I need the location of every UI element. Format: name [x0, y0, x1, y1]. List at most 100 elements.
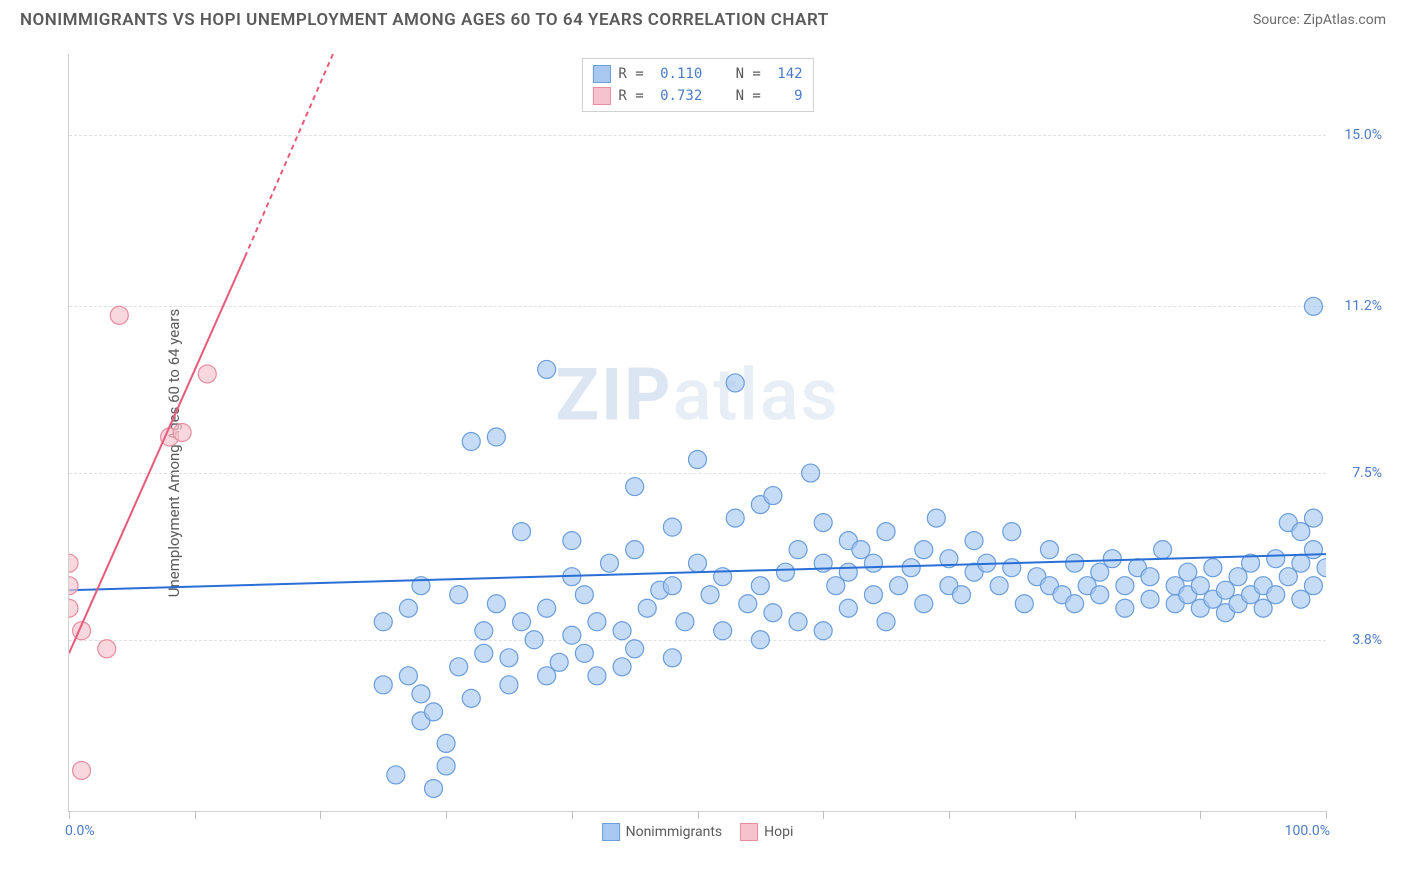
data-point — [550, 653, 568, 671]
data-point — [563, 626, 581, 644]
data-point — [915, 541, 933, 559]
x-tick — [823, 811, 824, 819]
legend-stat-row: R = 0.732 N = 9 — [592, 85, 802, 107]
x-tick — [446, 811, 447, 819]
data-point — [814, 622, 832, 640]
data-point — [902, 559, 920, 577]
x-tick — [320, 811, 321, 819]
data-point — [701, 586, 719, 604]
data-point — [475, 644, 493, 662]
legend-n-value: 9 — [777, 88, 802, 104]
data-point — [437, 757, 455, 775]
data-point — [915, 595, 933, 613]
legend-item: Hopi — [740, 823, 793, 841]
x-tick — [1326, 811, 1327, 819]
data-point — [814, 514, 832, 532]
data-point — [437, 734, 455, 752]
data-point — [689, 554, 707, 572]
legend-r-label: R = — [618, 66, 652, 82]
y-tick-label: 7.5% — [1352, 465, 1382, 481]
data-point — [1141, 590, 1159, 608]
data-point — [1317, 559, 1326, 577]
data-point — [990, 577, 1008, 595]
data-point — [864, 586, 882, 604]
data-point — [663, 518, 681, 536]
data-point — [1116, 577, 1134, 595]
data-point — [487, 428, 505, 446]
data-point — [374, 676, 392, 694]
data-point — [739, 595, 757, 613]
legend-swatch — [592, 87, 610, 105]
data-point — [374, 613, 392, 631]
data-point — [1267, 550, 1285, 568]
data-point — [538, 599, 556, 617]
data-point — [839, 563, 857, 581]
x-tick — [572, 811, 573, 819]
data-point — [98, 640, 116, 658]
legend-series: Nonimmigrants Hopi — [602, 823, 794, 841]
x-tick — [949, 811, 950, 819]
data-point — [751, 577, 769, 595]
data-point — [927, 509, 945, 527]
data-point — [563, 532, 581, 550]
data-point — [1103, 550, 1121, 568]
data-point — [1304, 541, 1322, 559]
data-point — [425, 703, 443, 721]
y-tick-label: 15.0% — [1344, 127, 1382, 143]
data-point — [1015, 595, 1033, 613]
data-point — [1267, 586, 1285, 604]
data-point — [575, 586, 593, 604]
data-point — [588, 613, 606, 631]
data-point — [412, 685, 430, 703]
data-point — [789, 613, 807, 631]
data-point — [1091, 586, 1109, 604]
legend-n-label: N = — [710, 88, 769, 104]
data-point — [764, 487, 782, 505]
data-point — [726, 509, 744, 527]
data-point — [513, 613, 531, 631]
data-point — [198, 365, 216, 383]
data-point — [1304, 297, 1322, 315]
legend-n-label: N = — [710, 66, 769, 82]
data-point — [1003, 559, 1021, 577]
data-point — [676, 613, 694, 631]
data-point — [173, 424, 191, 442]
data-point — [110, 306, 128, 324]
data-point — [500, 649, 518, 667]
data-point — [1204, 559, 1222, 577]
data-point — [462, 689, 480, 707]
data-point — [1040, 541, 1058, 559]
chart-title: NONIMMIGRANTS VS HOPI UNEMPLOYMENT AMONG… — [20, 10, 829, 30]
data-point — [613, 622, 631, 640]
trend-line-dashed — [245, 54, 333, 257]
data-point — [890, 577, 908, 595]
x-axis-max-label: 100.0% — [1285, 823, 1330, 839]
scatter-svg — [69, 54, 1326, 811]
data-point — [500, 676, 518, 694]
data-point — [399, 667, 417, 685]
legend-stats: R = 0.110 N = 142R = 0.732 N = 9 — [581, 58, 813, 112]
legend-stat-row: R = 0.110 N = 142 — [592, 63, 802, 85]
legend-r-value: 0.732 — [660, 88, 702, 104]
trend-line — [69, 257, 245, 654]
data-point — [839, 599, 857, 617]
legend-swatch — [602, 823, 620, 841]
data-point — [425, 779, 443, 797]
x-tick — [1200, 811, 1201, 819]
data-point — [1304, 577, 1322, 595]
data-point — [575, 644, 593, 662]
data-point — [1304, 509, 1322, 527]
legend-n-value: 142 — [777, 66, 802, 82]
data-point — [513, 523, 531, 541]
legend-label: Hopi — [764, 824, 793, 840]
data-point — [450, 586, 468, 604]
legend-r-label: R = — [618, 88, 652, 104]
data-point — [626, 640, 644, 658]
x-axis-min-label: 0.0% — [65, 823, 95, 839]
data-point — [69, 577, 78, 595]
data-point — [638, 599, 656, 617]
legend-swatch — [592, 65, 610, 83]
legend-label: Nonimmigrants — [626, 824, 723, 840]
x-tick — [1075, 811, 1076, 819]
data-point — [751, 631, 769, 649]
